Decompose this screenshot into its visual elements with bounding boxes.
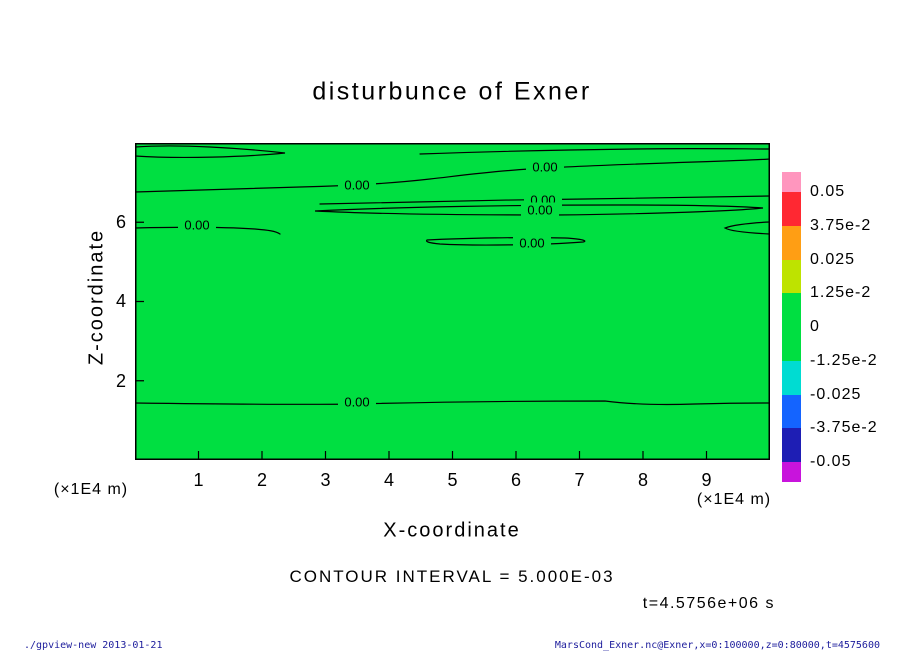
y-tick-label: 2 (115, 371, 126, 391)
colorbar-label: 3.75e-2 (810, 216, 872, 234)
contour-interval-text: CONTOUR INTERVAL = 5.000E-03 (289, 567, 615, 586)
contour-line (319, 195, 770, 205)
contour-label-bg (521, 202, 559, 218)
contour-line (135, 226, 281, 235)
plot-frame (135, 143, 770, 460)
colorbar-label: -0.05 (810, 453, 852, 470)
contour-line (419, 147, 770, 155)
colorbar-cell (782, 192, 801, 226)
contour-label-group: 0.00 0.00 0.00 0.00 0.00 0.00 0.00 (178, 159, 564, 410)
contour-label-bg (513, 235, 551, 251)
y-tick-label: 6 (115, 212, 126, 232)
contour-label-bg (338, 394, 376, 410)
colorbar-cell (782, 293, 801, 327)
footer-program-stamp: ./gpview-new 2013-01-21 (24, 640, 163, 651)
x-axis-ticks (197, 451, 708, 460)
colorbar-label: 0.025 (810, 250, 856, 268)
contour-line (425, 237, 586, 246)
colorbar-label: 0 (810, 318, 820, 335)
colorbar-cell (782, 327, 801, 361)
contour-label: 0.00 (344, 178, 369, 193)
x-tick-label: 2 (256, 470, 267, 490)
contour-line (135, 158, 770, 193)
contour-line (314, 204, 764, 216)
colorbar-label: -0.025 (810, 385, 862, 403)
contour-label: 0.00 (344, 395, 369, 410)
contour-label-bg (178, 217, 216, 233)
x-tick-label: 6 (510, 470, 521, 490)
colorbar (782, 172, 801, 482)
y-tick-label: 4 (115, 291, 126, 311)
x-tick-label: 1 (193, 470, 204, 490)
colorbar-cell (782, 360, 801, 395)
colorbar-label: 0.05 (810, 183, 846, 200)
contour-line (723, 221, 770, 235)
colorbar-label: -1.25e-2 (810, 351, 878, 369)
x-tick-label: 8 (637, 470, 648, 490)
x-tick-label: 9 (701, 470, 712, 490)
contour-label: 0.00 (519, 236, 544, 251)
colorbar-cell (782, 394, 801, 429)
x-tick-label: 5 (447, 470, 458, 490)
colorbar-label: 1.25e-2 (810, 284, 872, 302)
time-text: t=4.5756e+06 s (642, 595, 775, 612)
page-title: disturbunce of Exner (312, 77, 592, 106)
x-tick-label: 3 (320, 470, 331, 490)
colorbar-cell (782, 428, 801, 462)
colorbar-cell (782, 172, 801, 192)
x-unit-label-left: (×1E4 m) (53, 481, 129, 498)
contour-label: 0.00 (184, 218, 209, 233)
colorbar-cell (782, 462, 801, 482)
x-tick-label: 4 (383, 470, 394, 490)
contour-label-bg (526, 159, 564, 175)
colorbar-label: -3.75e-2 (810, 419, 878, 437)
contour-line (135, 400, 770, 406)
contour-plot-area: 0.00 0.00 0.00 0.00 0.00 0.00 0.00 (135, 143, 770, 460)
colorbar-cell (782, 259, 801, 294)
contour-label: 0.00 (532, 160, 557, 175)
plot-fill (135, 143, 770, 460)
x-axis-label: X-coordinate (383, 519, 521, 542)
contour-label-bg (338, 177, 376, 193)
x-unit-label-right: (×1E4 m) (696, 491, 772, 508)
colorbar-cell (782, 225, 801, 260)
footer-data-source: MarsCond_Exner.nc@Exner,x=0:100000,z=0:8… (554, 640, 880, 651)
x-tick-label: 7 (574, 470, 585, 490)
contour-line (135, 145, 286, 159)
contour-label: 0.00 (527, 203, 552, 218)
